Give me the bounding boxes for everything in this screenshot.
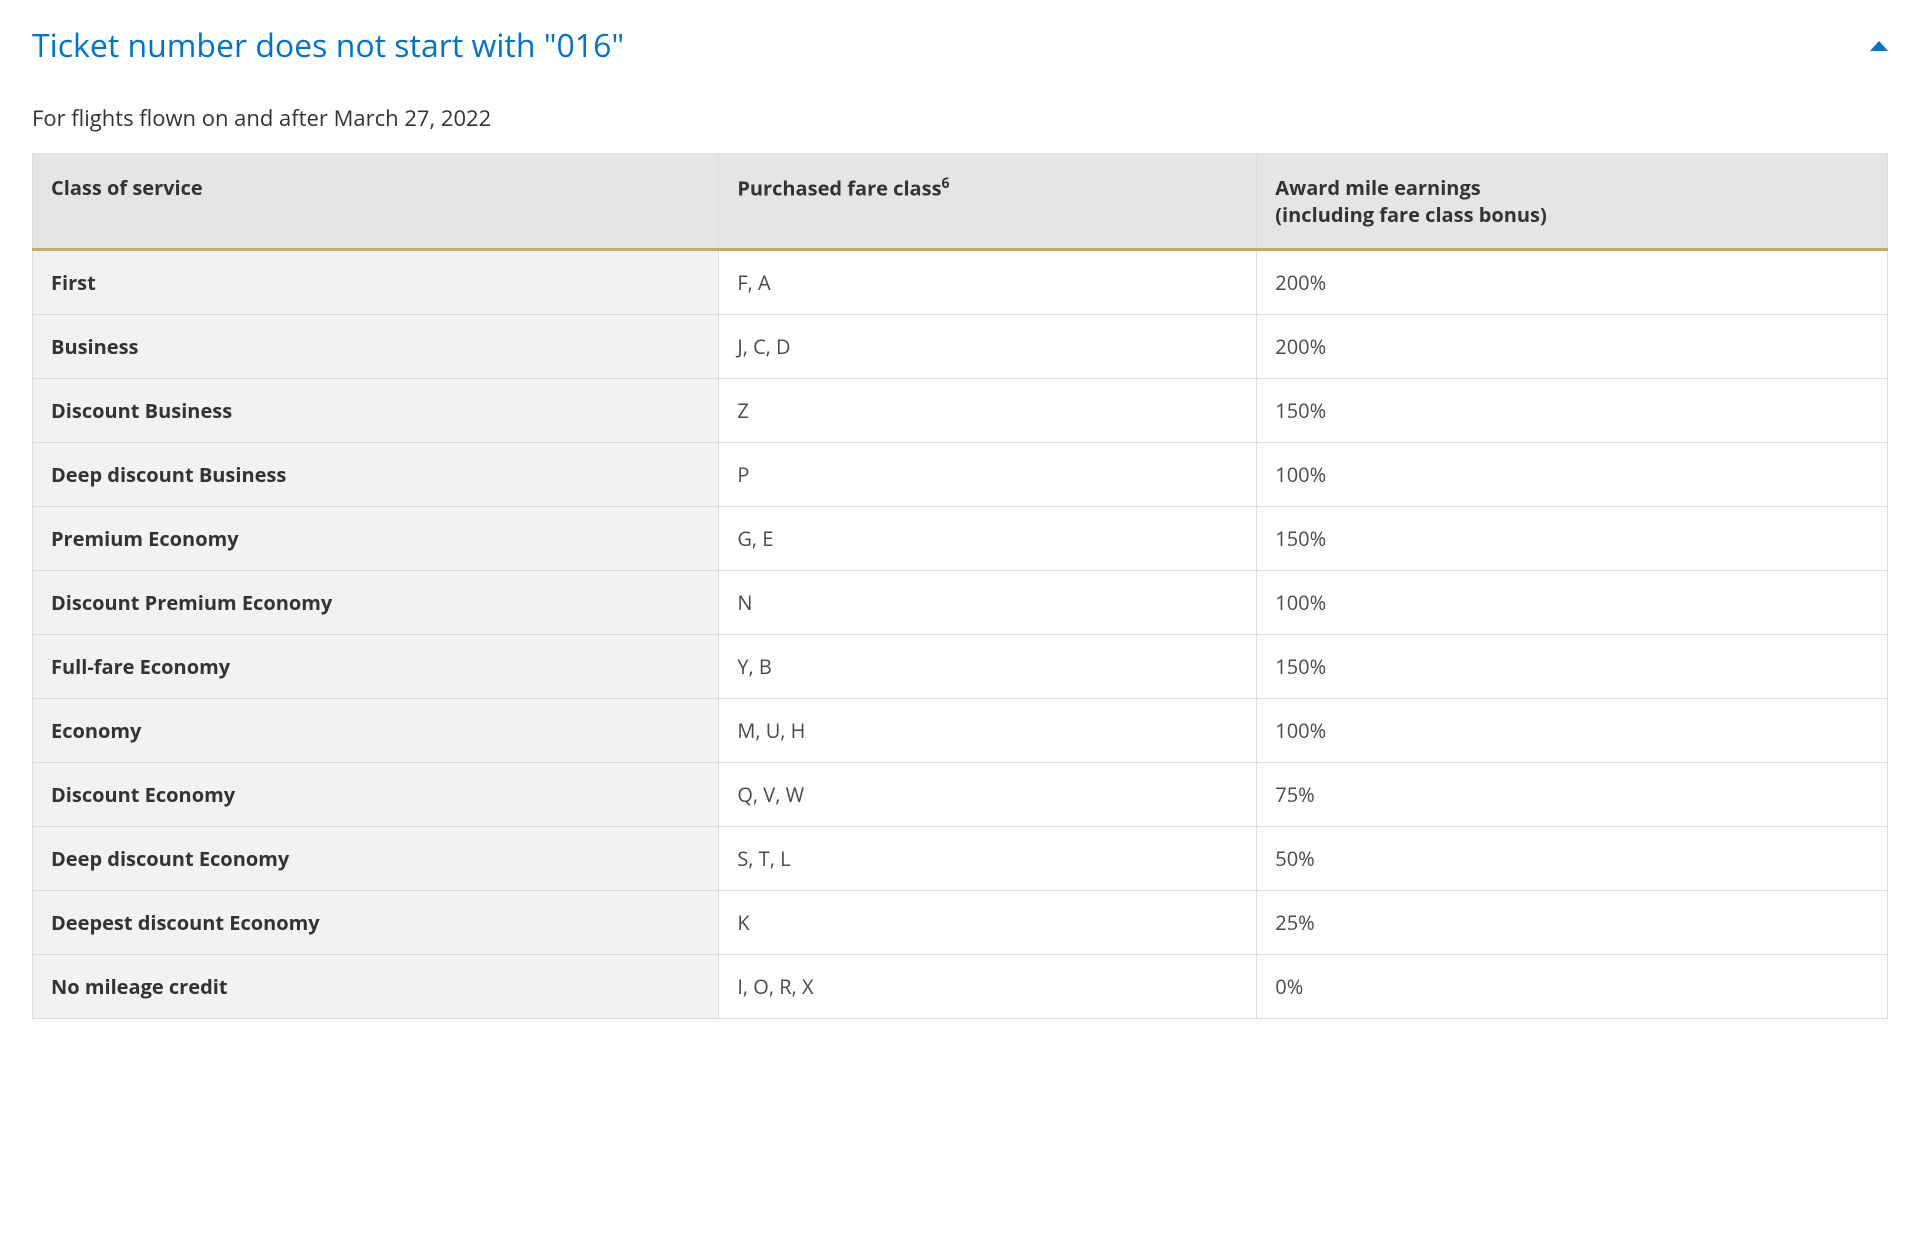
cell-fare-class: G, E bbox=[719, 507, 1257, 571]
col-header-class: Class of service bbox=[33, 154, 719, 250]
table-row: No mileage creditI, O, R, X0% bbox=[33, 955, 1888, 1019]
cell-award-earnings: 150% bbox=[1257, 379, 1888, 443]
cell-award-earnings: 100% bbox=[1257, 571, 1888, 635]
accordion-title: Ticket number does not start with "016" bbox=[32, 24, 624, 67]
cell-award-earnings: 100% bbox=[1257, 443, 1888, 507]
table-row: Discount BusinessZ150% bbox=[33, 379, 1888, 443]
col-header-fare: Purchased fare class6 bbox=[719, 154, 1257, 250]
table-row: Deep discount BusinessP100% bbox=[33, 443, 1888, 507]
cell-class-of-service: Discount Business bbox=[33, 379, 719, 443]
table-row: Deep discount EconomyS, T, L50% bbox=[33, 827, 1888, 891]
cell-class-of-service: Premium Economy bbox=[33, 507, 719, 571]
cell-class-of-service: Discount Economy bbox=[33, 763, 719, 827]
cell-class-of-service: Discount Premium Economy bbox=[33, 571, 719, 635]
cell-fare-class: N bbox=[719, 571, 1257, 635]
table-row: BusinessJ, C, D200% bbox=[33, 315, 1888, 379]
table-header-row: Class of service Purchased fare class6 A… bbox=[33, 154, 1888, 250]
cell-class-of-service: Full-fare Economy bbox=[33, 635, 719, 699]
cell-fare-class: F, A bbox=[719, 250, 1257, 315]
cell-class-of-service: Deep discount Economy bbox=[33, 827, 719, 891]
cell-fare-class: Q, V, W bbox=[719, 763, 1257, 827]
chevron-up-icon bbox=[1870, 41, 1888, 51]
table-row: Deepest discount EconomyK25% bbox=[33, 891, 1888, 955]
cell-fare-class: Z bbox=[719, 379, 1257, 443]
cell-fare-class: P bbox=[719, 443, 1257, 507]
cell-award-earnings: 0% bbox=[1257, 955, 1888, 1019]
cell-fare-class: I, O, R, X bbox=[719, 955, 1257, 1019]
cell-class-of-service: Deep discount Business bbox=[33, 443, 719, 507]
cell-class-of-service: No mileage credit bbox=[33, 955, 719, 1019]
cell-award-earnings: 150% bbox=[1257, 635, 1888, 699]
cell-fare-class: M, U, H bbox=[719, 699, 1257, 763]
cell-class-of-service: First bbox=[33, 250, 719, 315]
subtitle-text: For flights flown on and after March 27,… bbox=[32, 103, 1888, 133]
cell-class-of-service: Economy bbox=[33, 699, 719, 763]
cell-award-earnings: 25% bbox=[1257, 891, 1888, 955]
cell-fare-class: S, T, L bbox=[719, 827, 1257, 891]
col-header-earn: Award mile earnings (including fare clas… bbox=[1257, 154, 1888, 250]
cell-fare-class: K bbox=[719, 891, 1257, 955]
cell-fare-class: J, C, D bbox=[719, 315, 1257, 379]
cell-award-earnings: 100% bbox=[1257, 699, 1888, 763]
cell-award-earnings: 75% bbox=[1257, 763, 1888, 827]
cell-class-of-service: Deepest discount Economy bbox=[33, 891, 719, 955]
table-row: Discount EconomyQ, V, W75% bbox=[33, 763, 1888, 827]
accordion-toggle[interactable]: Ticket number does not start with "016" bbox=[32, 24, 1888, 67]
table-row: Premium EconomyG, E150% bbox=[33, 507, 1888, 571]
cell-award-earnings: 200% bbox=[1257, 315, 1888, 379]
cell-fare-class: Y, B bbox=[719, 635, 1257, 699]
fare-class-table: Class of service Purchased fare class6 A… bbox=[32, 153, 1888, 1019]
cell-award-earnings: 200% bbox=[1257, 250, 1888, 315]
table-row: EconomyM, U, H100% bbox=[33, 699, 1888, 763]
cell-award-earnings: 50% bbox=[1257, 827, 1888, 891]
cell-award-earnings: 150% bbox=[1257, 507, 1888, 571]
cell-class-of-service: Business bbox=[33, 315, 719, 379]
table-row: Full-fare EconomyY, B150% bbox=[33, 635, 1888, 699]
table-row: Discount Premium EconomyN100% bbox=[33, 571, 1888, 635]
table-row: FirstF, A200% bbox=[33, 250, 1888, 315]
